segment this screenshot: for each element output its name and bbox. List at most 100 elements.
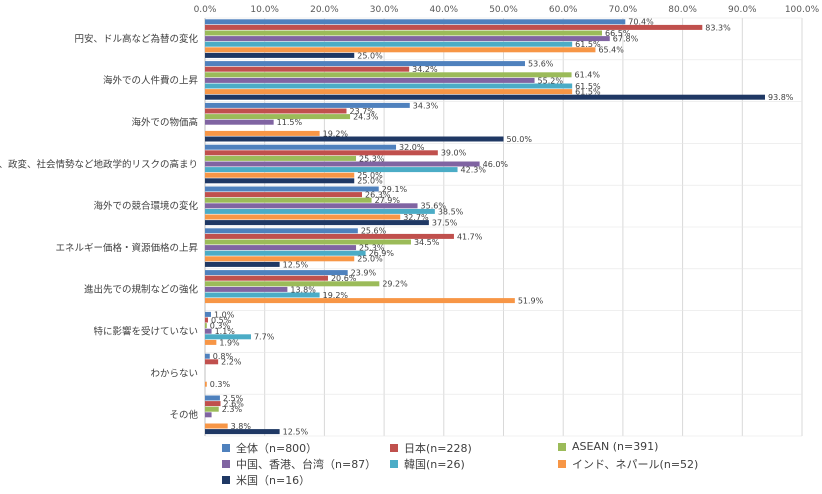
data-label: 19.2%	[323, 129, 349, 138]
data-label: 25.3%	[359, 244, 385, 253]
data-label: 24.3%	[353, 113, 379, 122]
bar	[205, 83, 573, 89]
data-label: 32.0%	[399, 143, 425, 152]
x-tick-label: 20.0%	[310, 5, 339, 15]
data-label: 46.0%	[483, 160, 509, 169]
data-label: 34.3%	[413, 101, 439, 110]
legend-swatch	[222, 460, 230, 468]
data-label: 25.0%	[357, 171, 383, 180]
bar	[205, 167, 458, 173]
legend-item: 中国、香港、台湾（n=87）	[222, 456, 376, 472]
legend-swatch	[390, 460, 398, 468]
data-label: 51.9%	[518, 297, 544, 306]
data-label: 3.8%	[231, 422, 252, 431]
data-label: 13.8%	[290, 285, 316, 294]
data-label: 1.0%	[214, 310, 235, 319]
data-label: 27.9%	[375, 196, 401, 205]
category-label: わからない	[150, 368, 198, 379]
category-label: 進出先での規制などの強化	[84, 284, 199, 296]
category-label: 紛争、政変、社会情勢など地政学的リスクの高まり	[0, 158, 198, 170]
data-label: 42.3%	[461, 166, 487, 175]
category-label: 円安、ドル高など為替の変化	[74, 33, 198, 45]
data-label: 55.2%	[538, 76, 564, 85]
bar	[205, 47, 596, 53]
data-label: 2.6%	[224, 400, 245, 409]
data-label: 2.3%	[222, 405, 243, 414]
data-label: 25.0%	[357, 177, 383, 186]
bar	[205, 317, 208, 323]
data-label: 61.5%	[575, 82, 601, 91]
bar	[205, 353, 210, 359]
bar	[205, 144, 397, 150]
legend-item: インド、ネパール(n=52)	[558, 456, 698, 472]
bars	[205, 19, 765, 435]
x-tick-label: 60.0%	[549, 5, 578, 15]
data-label: 93.8%	[768, 93, 794, 102]
data-label: 32.7%	[403, 213, 429, 222]
bar	[205, 214, 401, 220]
data-label: 61.5%	[575, 88, 601, 97]
bar	[205, 155, 357, 161]
bar	[205, 102, 410, 108]
bar	[205, 401, 221, 407]
data-label: 23.7%	[349, 107, 375, 116]
data-label: 1.1%	[215, 327, 236, 336]
bar	[205, 311, 211, 317]
data-label: 0.3%	[210, 322, 231, 331]
bar	[205, 423, 228, 429]
data-label: 65.4%	[598, 46, 624, 55]
legend-item: 米国（n=16）	[222, 472, 310, 488]
bar	[205, 178, 355, 184]
bar	[205, 186, 379, 192]
legend-label: 日本(n=228)	[404, 442, 472, 455]
bar	[205, 208, 435, 214]
legend-swatch	[558, 460, 566, 468]
data-labels: 70.4%53.6%34.3%32.0%29.1%25.6%23.9%1.0%0…	[210, 18, 794, 437]
bar	[205, 108, 347, 114]
bar	[205, 119, 274, 125]
data-label: 38.5%	[438, 207, 464, 216]
x-tick-label: 80.0%	[668, 5, 697, 15]
data-label: 20.6%	[331, 274, 357, 283]
data-label: 29.2%	[382, 280, 408, 289]
bar	[205, 239, 411, 245]
bar	[205, 334, 251, 340]
legend-item: ASEAN (n=391)	[558, 440, 658, 453]
bar	[205, 36, 610, 42]
data-label: 11.5%	[277, 118, 303, 127]
bar	[205, 94, 765, 100]
legend-label: 韓国(n=26)	[404, 458, 465, 471]
bar	[205, 41, 573, 47]
legend-item: 全体（n=800）	[222, 440, 317, 456]
x-tick-label: 10.0%	[250, 5, 279, 15]
bar	[205, 286, 288, 292]
legend: 全体（n=800） 日本(n=228) ASEAN (n=391) 中国、香港、台湾（…	[222, 440, 802, 490]
x-axis-ticks: 0.0% 10.0% 20.0% 30.0% 40.0% 50.0% 60.0% 70.0% 8…	[194, 5, 820, 15]
bar	[205, 381, 207, 387]
data-label: 66.5%	[605, 29, 631, 38]
bar	[205, 323, 207, 329]
data-label: 70.4%	[628, 18, 654, 27]
data-label: 26.9%	[369, 249, 395, 258]
x-tick-label: 70.0%	[609, 5, 638, 15]
category-label: 海外での物価高	[131, 117, 198, 129]
bar	[205, 256, 355, 262]
bar	[205, 203, 418, 209]
legend-swatch	[390, 444, 398, 452]
data-label: 26.3%	[365, 191, 391, 200]
bar	[205, 328, 212, 334]
bar	[205, 220, 429, 226]
data-label: 50.0%	[507, 135, 533, 144]
legend-label: インド、ネパール(n=52)	[572, 458, 699, 471]
data-label: 53.6%	[528, 60, 554, 69]
bar	[205, 233, 454, 239]
data-label: 12.5%	[283, 260, 309, 269]
data-label: 0.3%	[210, 380, 231, 389]
bar	[205, 77, 535, 83]
bar	[205, 161, 480, 167]
bar	[205, 429, 280, 435]
bar	[205, 52, 355, 58]
x-tick-label: 100.0%	[785, 5, 820, 15]
data-label: 7.7%	[254, 333, 275, 342]
legend-swatch	[222, 444, 230, 452]
